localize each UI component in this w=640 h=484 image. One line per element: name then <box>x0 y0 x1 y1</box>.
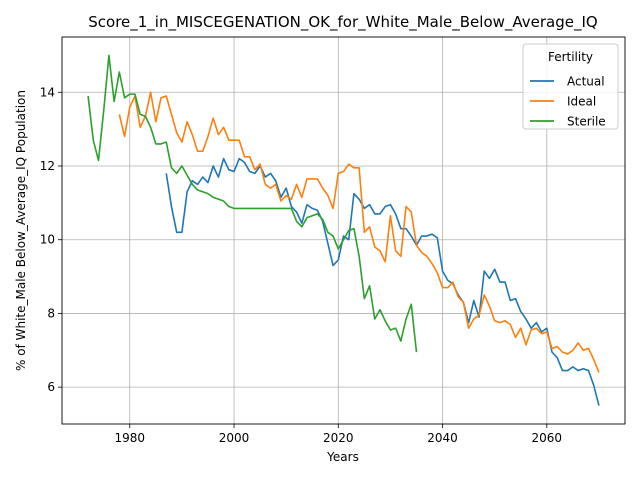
y-tick-label: 10 <box>40 233 55 247</box>
y-tick-label: 12 <box>40 159 55 173</box>
x-tick-label: 1980 <box>114 431 145 445</box>
x-tick-label: 2020 <box>323 431 354 445</box>
legend-title: Fertility <box>548 50 593 64</box>
legend-items: Actual Ideal Sterile <box>530 75 606 129</box>
y-tick-label: 6 <box>47 380 55 394</box>
x-tick-label: 2060 <box>532 431 563 445</box>
y-tick-label: 8 <box>47 306 55 320</box>
axis-ticks: 1980 2000 2020 2040 2060 6 8 10 12 14 <box>40 85 562 445</box>
series-line-ideal <box>118 91 600 373</box>
legend-box <box>522 43 619 130</box>
legend-label-sterile: Sterile <box>567 115 606 129</box>
plot-frame <box>61 36 626 425</box>
legend-label-ideal: Ideal <box>567 95 596 109</box>
x-axis-label: Years <box>326 450 359 464</box>
legend: Fertility Actual Ideal Sterile <box>522 43 619 130</box>
series-line-sterile <box>87 54 418 353</box>
chart-title: Score_1_in_MISCEGENATION_OK_for_White_Ma… <box>88 13 597 32</box>
y-axis-label: % of White_Male Below_Average_IQ Populat… <box>14 90 28 371</box>
x-tick-label: 2040 <box>427 431 458 445</box>
x-tick-label: 2000 <box>219 431 250 445</box>
y-tick-label: 14 <box>40 85 55 99</box>
plot-series <box>87 54 600 406</box>
legend-label-actual: Actual <box>567 75 605 89</box>
series-line-actual <box>165 157 600 406</box>
